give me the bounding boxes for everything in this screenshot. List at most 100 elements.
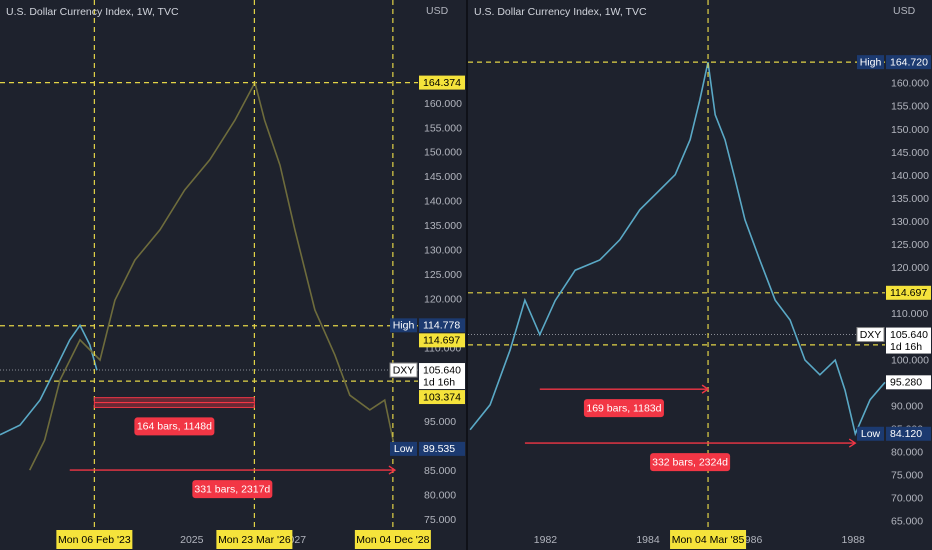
price-line [28, 80, 396, 471]
price-label-box [886, 375, 931, 390]
y-axis-label: USD [893, 5, 916, 17]
measure-label-box [192, 480, 273, 499]
measure-arrow [388, 465, 397, 475]
price-label-note: 1d 16h [890, 341, 922, 353]
y-tick-label: 120.000 [891, 262, 929, 274]
price-label: 114.697 [423, 335, 460, 347]
y-tick-label: 135.000 [424, 220, 462, 232]
price-tag: Low [394, 443, 414, 455]
price-label-box [886, 55, 931, 70]
measure-label: 169 bars, 1183d [586, 402, 661, 414]
date-label: Mon 04 Dec '28 [356, 534, 429, 546]
y-tick-label: 140.000 [891, 170, 929, 182]
price-label: 114.697 [890, 287, 927, 299]
y-tick-label: 75.000 [424, 514, 456, 526]
x-tick-label: 1988 [842, 534, 866, 546]
price-label-note: 1d 16h [423, 376, 455, 388]
price-label: 114.778 [423, 320, 460, 332]
y-tick-label: 80.000 [891, 447, 923, 459]
y-tick-label: 160.000 [891, 78, 929, 90]
y-tick-label: 150.000 [891, 124, 929, 136]
price-label-box [419, 390, 465, 405]
measure-label-box [583, 399, 664, 418]
price-label-box [419, 318, 465, 333]
date-label-box [216, 530, 293, 549]
date-label: Mon 04 Mar '85 [672, 534, 745, 546]
measure-label: 332 bars, 2324d [652, 456, 728, 468]
price-label-box [419, 441, 465, 456]
price-tag-box [857, 55, 884, 70]
y-tick-label: 75.000 [891, 470, 923, 482]
y-tick-label: 65.000 [891, 516, 923, 528]
price-tag: Low [861, 428, 881, 440]
price-tag-box [390, 441, 417, 456]
measure-label-box [650, 453, 731, 472]
price-label: 89.535 [423, 443, 455, 455]
measure-arrow [701, 384, 710, 394]
y-tick-label: 155.000 [424, 122, 462, 134]
panel-divider [466, 0, 468, 550]
price-tag-box [857, 426, 884, 441]
y-tick-label: 145.000 [424, 171, 462, 183]
y-tick-label: 125.000 [891, 239, 929, 251]
price-line [0, 323, 98, 436]
price-label-box [419, 363, 465, 390]
price-tag: High [860, 56, 882, 68]
price-label: 84.120 [890, 428, 922, 440]
y-tick-label: 145.000 [891, 147, 929, 159]
price-tag: DXY [393, 364, 415, 376]
measure-label-box [134, 417, 215, 436]
y-tick-label: 110.000 [891, 308, 928, 320]
y-axis-label: USD [426, 5, 449, 17]
x-tick-label: 2025 [180, 534, 204, 546]
measure-label: 331 bars, 2317d [194, 483, 270, 495]
price-label: 105.640 [890, 329, 928, 341]
y-tick-label: 85.000 [424, 465, 456, 477]
y-tick-label: 95.000 [424, 416, 456, 428]
price-tag: High [393, 320, 415, 332]
y-tick-label: 140.000 [424, 196, 462, 208]
measure-arrow [848, 438, 857, 448]
price-label-box [886, 426, 931, 441]
y-tick-label: 135.000 [891, 193, 929, 205]
y-tick-label: 130.000 [424, 245, 462, 257]
price-label-box [419, 333, 465, 348]
chart-title: U.S. Dollar Currency Index, 1W, TVC [6, 6, 179, 18]
y-tick-label: 155.000 [891, 101, 929, 113]
x-tick-label: 1982 [534, 534, 558, 546]
price-label: 103.374 [423, 391, 461, 403]
price-label: 164.374 [423, 77, 461, 89]
date-label: Mon 23 Mar '26 [218, 534, 291, 546]
y-tick-label: 130.000 [891, 216, 929, 228]
y-tick-label: 120.000 [424, 294, 462, 306]
date-label-box [354, 530, 431, 549]
price-tag-box [390, 318, 417, 333]
price-label-box [886, 327, 931, 354]
y-tick-label: 150.000 [424, 147, 462, 159]
price-label: 164.720 [890, 56, 928, 68]
chart-title: U.S. Dollar Currency Index, 1W, TVC [474, 6, 647, 18]
measure-label: 164 bars, 1148d [137, 421, 212, 433]
price-label-box [419, 75, 465, 90]
y-tick-label: 100.000 [891, 354, 929, 366]
price-tag-box [389, 362, 418, 378]
price-label: 105.640 [423, 364, 461, 376]
x-tick-label: 1984 [636, 534, 660, 546]
y-tick-label: 160.000 [424, 98, 462, 110]
price-tag-box [856, 327, 885, 343]
panel: 65.00070.00075.00080.00085.00090.00095.0… [468, 0, 931, 549]
price-tag: DXY [860, 329, 882, 341]
price-label: 95.280 [890, 377, 922, 389]
date-label-box [670, 530, 747, 549]
y-tick-label: 125.000 [424, 269, 462, 281]
date-label: Mon 06 Feb '23 [58, 534, 131, 546]
y-tick-label: 70.000 [891, 493, 923, 505]
price-label-box [886, 285, 931, 300]
y-tick-label: 80.000 [424, 489, 456, 501]
date-label-box [56, 530, 133, 549]
price-line [469, 62, 886, 437]
y-tick-label: 90.000 [891, 400, 923, 412]
panel: 75.00080.00085.00090.00095.000100.000105… [0, 0, 465, 549]
